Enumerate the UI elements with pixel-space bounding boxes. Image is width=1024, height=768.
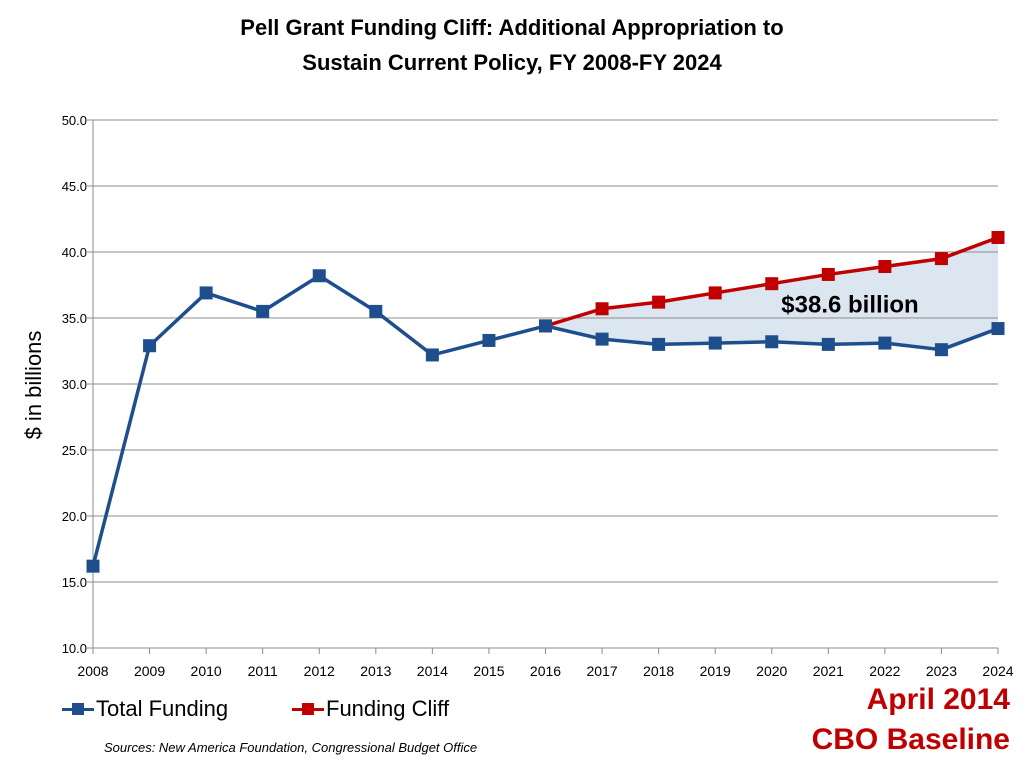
data-point-total-funding: [86, 559, 100, 573]
baseline-name: CBO Baseline: [811, 723, 1010, 756]
data-point-total-funding: [312, 269, 326, 283]
data-point-funding-cliff: [991, 230, 1005, 244]
baseline-date: April 2014: [866, 683, 1010, 716]
x-tick-label: 2022: [869, 663, 900, 679]
data-point-total-funding: [765, 335, 779, 349]
x-tick-label: 2015: [473, 663, 504, 679]
legend-item-funding-cliff: Funding Cliff: [292, 694, 449, 724]
x-tick-label: 2009: [134, 663, 165, 679]
x-tick-label: 2024: [982, 663, 1013, 679]
data-point-total-funding: [539, 319, 552, 333]
x-tick-label: 2023: [926, 663, 957, 679]
data-point-total-funding: [425, 348, 439, 362]
x-tick-label: 2021: [813, 663, 844, 679]
source-note: Sources: New America Foundation, Congres…: [104, 740, 478, 755]
y-tick-label: 35.0: [62, 311, 87, 326]
y-tick-label: 15.0: [62, 575, 87, 590]
data-point-total-funding: [482, 333, 496, 347]
data-point-funding-cliff: [934, 252, 948, 266]
y-tick-label: 25.0: [62, 443, 87, 458]
data-point-funding-cliff: [821, 267, 835, 281]
x-tick-label: 2014: [417, 663, 448, 679]
data-point-funding-cliff: [652, 295, 666, 309]
data-point-funding-cliff: [708, 286, 722, 300]
chart-title-line-2: Sustain Current Policy, FY 2008-FY 2024: [302, 50, 722, 75]
y-tick-label: 10.0: [62, 641, 87, 656]
y-tick-label: 50.0: [62, 113, 87, 128]
data-point-total-funding: [708, 336, 722, 350]
y-tick-label: 30.0: [62, 377, 87, 392]
data-point-total-funding: [369, 304, 383, 318]
data-point-funding-cliff: [595, 302, 609, 316]
data-point-funding-cliff: [765, 277, 779, 291]
x-tick-label: 2016: [530, 663, 561, 679]
gap-annotation: $38.6 billion: [781, 292, 918, 319]
x-tick-label: 2010: [191, 663, 222, 679]
data-point-total-funding: [878, 336, 892, 350]
x-tick-label: 2011: [248, 663, 278, 679]
x-tick-label: 2017: [586, 663, 617, 679]
y-tick-label: 40.0: [62, 245, 87, 260]
data-point-total-funding: [991, 322, 1005, 336]
legend-swatch-funding-cliff: [292, 702, 324, 716]
legend-item-total-funding: Total Funding: [62, 694, 228, 724]
data-point-total-funding: [143, 339, 157, 353]
y-tick-label: 20.0: [62, 509, 87, 524]
x-tick-label: 2013: [360, 663, 391, 679]
x-tick-label: 2018: [643, 663, 674, 679]
data-point-total-funding: [652, 337, 666, 351]
data-point-funding-cliff: [878, 260, 892, 274]
data-point-total-funding: [256, 304, 270, 318]
legend-label-funding-cliff: Funding Cliff: [326, 696, 450, 721]
data-point-total-funding: [595, 332, 609, 346]
chart-title-line-1: Pell Grant Funding Cliff: Additional App…: [240, 15, 784, 40]
funding-gap-area: [545, 237, 998, 350]
data-point-total-funding: [821, 337, 835, 351]
data-point-total-funding: [934, 343, 948, 357]
x-tick-label: 2008: [77, 663, 108, 679]
legend-swatch-total-funding: [62, 702, 94, 716]
data-point-total-funding: [199, 286, 213, 300]
legend-label-total-funding: Total Funding: [96, 696, 229, 721]
x-tick-label: 2012: [304, 663, 335, 679]
x-tick-label: 2019: [700, 663, 731, 679]
x-tick-label: 2020: [756, 663, 787, 679]
y-tick-label: 45.0: [62, 179, 87, 194]
